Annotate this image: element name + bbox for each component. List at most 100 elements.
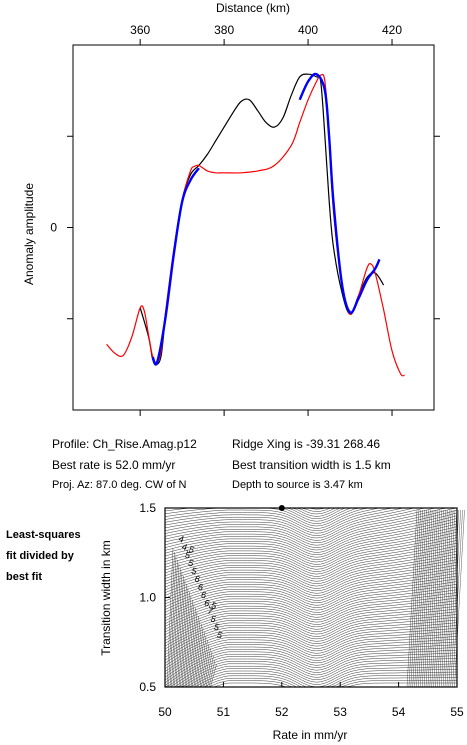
top-ytick-label-0: 0 (50, 221, 57, 235)
info-rate: Best rate is 52.0 mm/yr (52, 458, 176, 472)
bottom-xtick-label-1: 51 (217, 705, 231, 719)
contour-hatch-right-1 (408, 509, 420, 688)
contour-line-20 (164, 627, 458, 664)
contour-line-63 (164, 509, 458, 548)
top-xtick-label-1: 380 (214, 23, 234, 37)
contour-line-22 (164, 622, 458, 658)
contour-line-46 (164, 556, 458, 591)
contour-line-29 (164, 603, 458, 638)
side-label: Least-squares fit divided by best fit (6, 525, 81, 588)
contour-line-11 (164, 652, 458, 688)
contour-line-42 (164, 567, 458, 602)
contour-line-13 (164, 647, 458, 683)
contour-hatch-left-26 (205, 651, 213, 688)
contour-line-14 (164, 644, 458, 681)
contour-label-4: 5 (190, 565, 198, 576)
bottom-xtick-label-3: 53 (334, 705, 348, 719)
contour-hatch-left-6 (175, 571, 183, 688)
top-xtick-label-3: 420 (382, 23, 402, 37)
contour-label-7: 6 (200, 589, 208, 600)
contour-hatch-right-16 (437, 509, 448, 688)
contour-line-28 (164, 605, 458, 641)
top-xtick-label-2: 400 (298, 23, 318, 37)
bottom-xtick-label-4: 54 (392, 705, 406, 719)
contour-hatch-left-0 (166, 547, 174, 688)
contour-hatch-left-24 (202, 643, 210, 688)
contour-hatch-right-19 (442, 509, 454, 688)
contour-line-48 (164, 551, 458, 585)
contour-label-6: 6 (197, 581, 205, 592)
contour-hatch-right-20 (444, 509, 456, 688)
contour-line-59 (164, 520, 458, 558)
info-depth: Depth to source is 3.47 km (232, 479, 363, 491)
contour-hatch-right-25 (454, 509, 465, 688)
contour-line-52 (164, 540, 458, 575)
contour-hatch-right-4 (414, 509, 425, 688)
contour-line-56 (164, 529, 458, 565)
contour-line-36 (164, 583, 458, 619)
contour-line-51 (164, 542, 458, 577)
contour-line-21 (164, 625, 458, 661)
info-width: Best transition width is 1.5 km (232, 458, 391, 472)
side-label-line-1: Least-squares (6, 529, 81, 541)
contour-hatch-right-23 (450, 509, 461, 688)
contour-line-40 (164, 573, 458, 608)
contour-line-27 (164, 608, 458, 644)
contour-line-58 (164, 523, 458, 560)
contour-line-32 (164, 594, 458, 630)
contour-line-45 (164, 559, 458, 593)
contour-line-16 (164, 638, 458, 675)
contour-hatch-right-12 (429, 509, 440, 688)
contour-hatch-right-2 (410, 509, 421, 688)
contour-line-26 (164, 611, 458, 647)
top-chart: Distance (km) Anomaly amplitude 360 380 40… (22, 1, 440, 416)
contour-line-74 (164, 507, 457, 522)
contour-line-57 (164, 526, 458, 563)
contour-hatch-left-2 (169, 555, 177, 688)
contour-line-15 (164, 641, 458, 678)
contour-hatch-left-21 (198, 631, 205, 688)
side-label-line-2: fit divided by (6, 550, 74, 562)
contour-line-30 (164, 600, 458, 636)
contour-line-68 (164, 507, 457, 536)
contour-hatch-left-4 (172, 563, 180, 688)
contour-hatch-right-18 (441, 509, 452, 688)
side-label-line-3: best fit (6, 571, 43, 583)
contour-hatch-right-17 (439, 509, 450, 688)
contour-hatch-left-11 (183, 591, 190, 688)
contour-hatch-left-18 (193, 619, 201, 688)
contour-line-65 (164, 507, 457, 544)
contour-label-5: 6 (193, 573, 201, 584)
top-chart-series (106, 72, 405, 377)
top-chart-yticks: 0 (50, 135, 440, 320)
contour-line-35 (164, 586, 458, 622)
contour-line-17 (164, 636, 458, 672)
contour-line-53 (164, 537, 458, 572)
contour-line-19 (164, 630, 458, 667)
contour-line-18 (164, 633, 458, 669)
contour-line-25 (164, 614, 458, 650)
contour-line-24 (164, 616, 458, 652)
contour-line-66 (164, 507, 457, 541)
contour-hatch-left-9 (180, 583, 187, 688)
info-ridge: Ridge Xing is -39.31 268.46 (232, 437, 381, 451)
contour-hatch-right-8 (422, 509, 433, 688)
best-fit-point (278, 505, 285, 511)
contour-hatch-left-29 (210, 663, 217, 688)
contour-hatch-left-3 (171, 559, 178, 688)
contour-line-10 (165, 655, 458, 688)
contour-hatch-left-8 (178, 579, 186, 688)
contour-line-33 (164, 592, 458, 627)
contour-hatch-right-6 (418, 509, 429, 688)
contour-hatch-right-13 (431, 509, 442, 688)
bottom-xtick-label-2: 52 (275, 705, 289, 719)
contour-hatch-left-28 (208, 659, 216, 688)
contour-label-1: 4.5 (181, 541, 196, 555)
contour-lines (164, 507, 465, 688)
contour-line-60 (164, 518, 458, 556)
contour-hatch-left-10 (181, 587, 189, 688)
contour-line-31 (164, 597, 458, 633)
